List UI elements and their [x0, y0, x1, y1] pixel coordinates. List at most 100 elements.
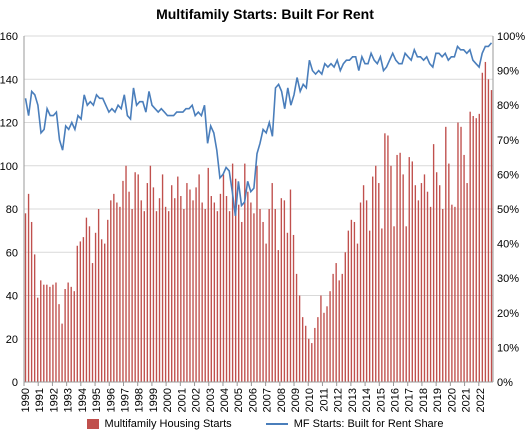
x-tick-label: 2002 [191, 388, 203, 412]
bar [460, 126, 462, 382]
bar [381, 228, 383, 382]
bar [231, 163, 234, 382]
legend-item-starts: Multifamily Housing Starts [86, 418, 232, 430]
left-tick-label: 160 [0, 31, 18, 43]
bar [289, 189, 292, 382]
bar [76, 245, 78, 382]
bar [408, 157, 410, 382]
bar [164, 206, 167, 382]
right-axis-ticks: 0% 10% 20% 30% 40% 50% 60% 70% 80% 90% 100% [497, 31, 525, 389]
x-tick-label: 1999 [148, 388, 160, 412]
bar [259, 209, 261, 382]
x-tick-label: 1995 [91, 388, 103, 412]
legend-label-share: MF Starts: Built for Rent Share [293, 418, 444, 430]
x-tick-label: 1998 [134, 388, 146, 412]
bar [183, 209, 185, 382]
left-axis-ticks: 0 20 40 60 80 100 120 140 160 [0, 31, 18, 389]
bar [268, 209, 270, 382]
bar [311, 343, 313, 382]
bar [375, 165, 377, 382]
bar [125, 165, 127, 382]
bar-series [24, 61, 493, 383]
bar [439, 185, 441, 382]
x-tick-label: 2005 [233, 388, 245, 412]
left-tick-label: 60 [6, 247, 18, 259]
bar [180, 196, 182, 382]
left-tick-label: 80 [6, 204, 18, 216]
bar [362, 185, 365, 382]
bar [308, 338, 310, 382]
bar [341, 273, 343, 382]
right-tick-label: 30% [497, 273, 519, 285]
bar [432, 144, 435, 382]
bar [344, 252, 346, 382]
x-tick-label: 2014 [361, 388, 373, 412]
left-tick-label: 140 [0, 74, 18, 86]
right-tick-label: 0% [497, 377, 513, 389]
bar [256, 165, 258, 382]
bar [329, 291, 331, 382]
bar [253, 213, 255, 382]
bar [177, 176, 179, 382]
x-tick-label: 2015 [375, 388, 387, 412]
x-tick-label: 1991 [34, 388, 46, 412]
bar [295, 273, 298, 382]
bar [58, 304, 60, 382]
bar [52, 284, 54, 382]
bar [49, 286, 51, 382]
bar [43, 284, 45, 382]
bar [195, 187, 197, 382]
x-tick-label: 2008 [276, 388, 288, 412]
bar [228, 211, 231, 382]
x-tick-label: 2000 [162, 388, 174, 412]
bar [402, 174, 404, 382]
x-tick-label: 2018 [418, 388, 430, 412]
bar [222, 174, 225, 382]
bar [359, 202, 362, 382]
x-tick-label: 2019 [432, 388, 444, 412]
bar [405, 226, 407, 382]
bar [241, 221, 243, 382]
bar [320, 295, 322, 382]
bar [73, 291, 75, 382]
bar [335, 263, 337, 382]
x-tick-label: 2010 [304, 388, 316, 412]
bar [82, 237, 85, 382]
bar [417, 200, 420, 382]
bar [116, 202, 118, 382]
bar [161, 174, 164, 382]
bar [216, 211, 219, 382]
x-tick-label: 1997 [119, 388, 131, 412]
x-tick-label: 2022 [475, 388, 487, 412]
bar [372, 176, 374, 382]
bar [271, 183, 273, 382]
bar [110, 200, 112, 382]
x-tick-label: 2004 [219, 388, 231, 412]
bar [100, 239, 103, 382]
bar [94, 232, 97, 382]
bar [463, 154, 465, 382]
bar [207, 167, 209, 382]
bar [122, 180, 124, 382]
bar [67, 282, 69, 382]
bar [298, 295, 301, 382]
x-tick-label: 2001 [176, 388, 188, 412]
bar [134, 172, 136, 382]
bar [326, 306, 328, 382]
bar [387, 135, 389, 382]
x-tick-label: 1996 [105, 388, 117, 412]
x-tick-label: 2021 [461, 388, 473, 412]
bar [448, 163, 450, 382]
bar [24, 213, 27, 382]
axes [23, 36, 494, 383]
bar [113, 193, 115, 382]
x-tick-label: 2013 [347, 388, 359, 412]
bar [238, 204, 240, 382]
right-tick-label: 10% [497, 342, 519, 354]
x-tick-label: 2020 [446, 388, 458, 412]
left-tick-label: 20 [6, 334, 18, 346]
bar [274, 209, 276, 382]
bar [399, 152, 401, 382]
bar [414, 185, 417, 382]
bar [64, 289, 66, 382]
